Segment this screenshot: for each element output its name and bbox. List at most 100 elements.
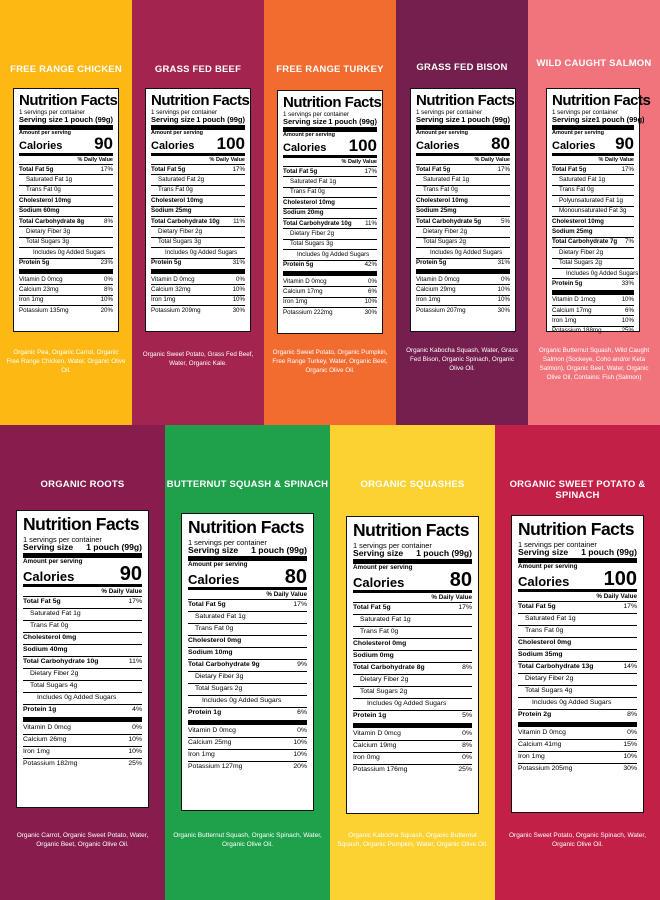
calories-row: Calories 100: [283, 137, 377, 154]
vitamin-dv: 6%: [368, 287, 377, 295]
vitamin-row: Vitamin D 0mcg 0%: [19, 275, 113, 284]
vitamin-row: Calcium 25mg 10%: [188, 736, 307, 749]
nutrient-label: Total Fat 5g: [23, 598, 61, 606]
nutrient-row: Cholesterol 10mg: [552, 215, 634, 226]
nutrient-label: Total Sugars 4g: [30, 682, 78, 690]
nutrient-label: Cholesterol 10mg: [19, 196, 71, 204]
vitamin-dv: 0%: [104, 275, 113, 283]
nutrient-row: Total Fat 5g 17%: [518, 601, 637, 613]
nutrient-row: Total Fat 5g 17%: [23, 596, 142, 608]
nutrient-row: Polyunsaturated Fat 1g: [552, 195, 634, 205]
vitamin-label: Vitamin D 0mcg: [283, 277, 327, 285]
daily-value-header: % Daily Value: [474, 156, 510, 163]
product-title: FREE RANGE CHICKEN: [10, 64, 122, 75]
amount-per-serving: Amount per serving: [353, 563, 413, 571]
nutrient-dv: 4%: [132, 706, 142, 714]
divider: [283, 154, 377, 158]
calories-row: Calories 90: [552, 135, 634, 152]
serving-size-row: Serving size 1 pouch (99g): [151, 116, 245, 124]
nutrient-row: Trans Fat 0g: [416, 184, 510, 195]
nutrient-label: Protein 5g: [416, 259, 447, 267]
nutrient-row: Sodium 25mg: [416, 205, 510, 216]
ingredients-text: Organic Butternut Squash, Organic Spinac…: [173, 832, 322, 849]
nutrition-facts-label: Nutrition Facts 1 servings per container S…: [145, 88, 251, 332]
vitamin-dv: 25%: [458, 765, 472, 773]
nutrient-row: Protein 5g 31%: [416, 257, 510, 268]
amount-per-serving: Amount per serving: [19, 129, 71, 136]
nutrient-label: Sodium 60mg: [19, 207, 60, 215]
calories-row: Calories 80: [353, 570, 472, 590]
vitamin-dv: 0%: [462, 730, 472, 738]
nutrient-row: Total Carbohydrate 5g 5%: [416, 215, 510, 226]
serving-size-value: 1 pouch (99g): [581, 546, 637, 557]
nutrient-row: Total Sugars 3g: [19, 236, 113, 247]
nutrient-row: Saturated Fat 1g: [188, 611, 307, 623]
vitamin-dv: 0%: [368, 277, 377, 285]
nutrient-label: Protein 5g: [283, 261, 314, 269]
vitamin-row: Vitamin D 1mcg 10%: [552, 296, 634, 305]
vitamin-label: Vitamin D 0mcg: [518, 729, 566, 737]
vitamin-row: Calcium 26mg 10%: [23, 733, 142, 746]
nutrient-label: Sodium 10mg: [188, 649, 233, 657]
calories-value: 80: [491, 134, 510, 154]
vitamin-row: Iron 1mg 10%: [151, 294, 245, 305]
nutrient-label: Monounsaturated Fat 3g: [559, 207, 627, 215]
divider: [188, 586, 307, 590]
ingredients-text: Organic Butternut Squash, Wild Caught Sa…: [538, 347, 650, 382]
product-panel: WILD CAUGHT SALMON Nutrition Facts 1 servi…: [528, 0, 660, 425]
nutrient-label: Includes 0g Added Sugars: [37, 694, 117, 702]
vitamin-label: Calcium 41mg: [518, 741, 562, 749]
nutrient-label: Cholesterol 10mg: [416, 196, 468, 204]
nutrient-label: Protein 2g: [518, 711, 552, 719]
vitamin-dv: 10%: [232, 296, 245, 304]
nutrient-row: Total Fat 5g 17%: [151, 164, 245, 174]
vitamin-row: Vitamin D 0mcg 0%: [416, 275, 510, 284]
nutrient-label: Cholesterol 0mg: [518, 639, 572, 647]
vitamin-dv: 8%: [104, 285, 113, 293]
nutrient-dv: 31%: [232, 259, 245, 267]
nutrient-dv: 33%: [621, 279, 634, 287]
nutrient-row: Trans Fat 0g: [518, 625, 637, 637]
nutrient-dv: 11%: [365, 219, 377, 227]
nutrient-label: Total Fat 5g: [552, 165, 587, 173]
nutrient-label: Dietary Fiber 2g: [158, 227, 203, 235]
amount-per-serving: Amount per serving: [416, 129, 468, 136]
vitamin-row: Potassium 209mg 30%: [151, 305, 245, 315]
nutrient-row: Total Fat 5g 17%: [353, 602, 472, 614]
nutrient-row: Cholesterol 0mg: [518, 637, 637, 649]
product-panel: GRASS FED BEEF Nutrition Facts 1 servings …: [132, 0, 264, 425]
nutrient-row: Trans Fat 0g: [23, 620, 142, 632]
vitamin-dv: 15%: [623, 741, 637, 749]
nutrient-row: Total Fat 5g 17%: [552, 164, 634, 174]
nutrient-label: Protein 5g: [552, 279, 583, 287]
vitamin-label: Iron 1mg: [518, 753, 545, 760]
nutrient-row: Saturated Fat 1g: [416, 174, 510, 184]
nutrient-label: Total Carbohydrate 7g: [552, 238, 618, 246]
nutrient-row: Total Carbohydrate 8g 8%: [19, 215, 113, 226]
nutrient-label: Trans Fat 0g: [195, 625, 234, 633]
nutrient-label: Dietary Fiber 2g: [360, 676, 409, 684]
divider: [188, 719, 307, 725]
vitamin-label: Iron 1mg: [23, 748, 50, 755]
serving-size-row: Serving size 1 pouch (99g): [552, 116, 645, 124]
nutrient-row: Saturated Fat 1g: [552, 174, 634, 184]
nutrition-facts-heading: Nutrition Facts: [518, 519, 634, 539]
divider: [151, 268, 245, 274]
nutrient-row: Dietary Fiber 3g: [19, 226, 113, 236]
nutrient-label: Saturated Fat 2g: [158, 175, 205, 183]
vitamin-label: Vitamin D 0mcg: [188, 727, 236, 735]
servings-per-container: 1 servings per container: [518, 539, 597, 549]
vitamin-dv: 0%: [501, 275, 510, 283]
nutrient-label: Saturated Fat 1g: [30, 610, 81, 618]
nutrient-row: Includes 0g Added Sugars: [353, 697, 472, 710]
serving-size-value: 1 pouch (99g): [196, 115, 245, 125]
vitamin-label: Potassium 182mg: [23, 759, 78, 767]
vitamin-label: Calcium 17mg: [283, 287, 323, 295]
nutrient-row: Sodium 20mg: [283, 207, 377, 218]
nutrient-label: Trans Fat 0g: [26, 186, 61, 194]
vitamin-dv: 30%: [364, 308, 377, 316]
ingredients-text: Organic Carrot, Organic Sweet Potato, Wa…: [16, 832, 149, 849]
vitamin-dv: 20%: [100, 306, 113, 314]
vitamin-row: Iron 1mg 10%: [23, 745, 142, 758]
nutrient-label: Saturated Fat 1g: [559, 175, 606, 183]
